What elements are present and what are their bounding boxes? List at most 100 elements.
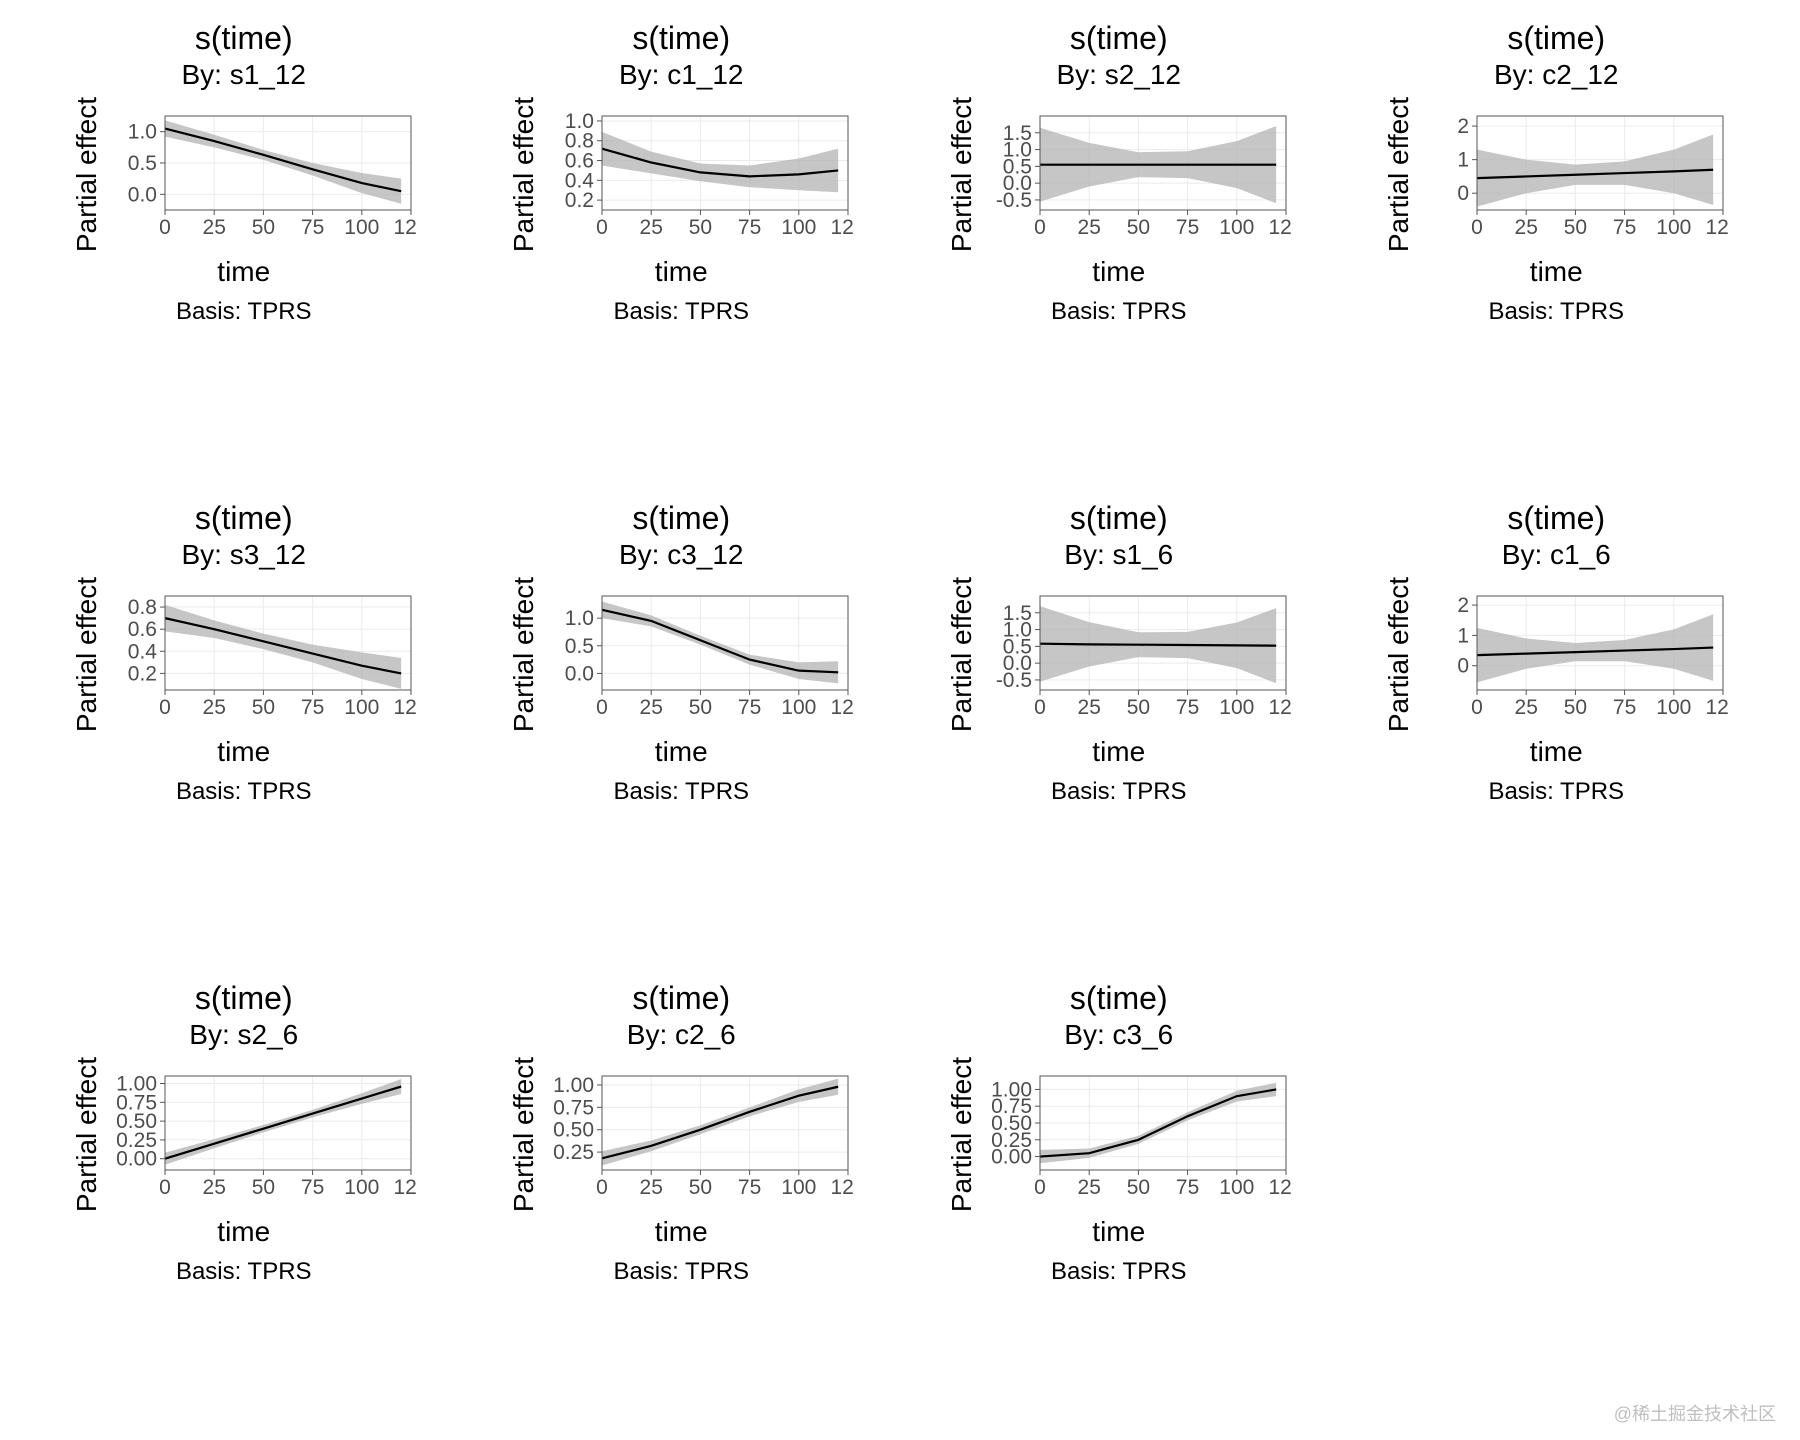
svg-text:0: 0 bbox=[596, 216, 608, 239]
y-axis-label: Partial effect bbox=[508, 97, 540, 252]
svg-text:50: 50 bbox=[689, 696, 712, 719]
panel-10: s(time) By: c3_6 Partial effect 02550751… bbox=[915, 980, 1323, 1420]
svg-text:1.0: 1.0 bbox=[565, 607, 594, 630]
y-axis-label: Partial effect bbox=[946, 1057, 978, 1212]
svg-text:75: 75 bbox=[1613, 216, 1636, 239]
y-axis-label: Partial effect bbox=[1383, 577, 1415, 732]
svg-text:0.5: 0.5 bbox=[128, 152, 157, 175]
panel-title: s(time) bbox=[195, 20, 293, 57]
svg-text:0.2: 0.2 bbox=[565, 189, 594, 212]
panel-title: s(time) bbox=[632, 20, 730, 57]
svg-text:75: 75 bbox=[738, 1176, 761, 1199]
panel-subtitle: By: c3_12 bbox=[619, 539, 744, 571]
y-axis-label: Partial effect bbox=[946, 97, 978, 252]
panel-4: s(time) By: s3_12 Partial effect 0255075… bbox=[40, 500, 448, 940]
svg-text:125: 125 bbox=[831, 216, 855, 239]
svg-text:0: 0 bbox=[159, 696, 171, 719]
svg-text:0: 0 bbox=[1034, 696, 1046, 719]
panel-caption: Basis: TPRS bbox=[1488, 778, 1624, 806]
panel-title: s(time) bbox=[1070, 500, 1168, 537]
svg-text:75: 75 bbox=[301, 216, 324, 239]
svg-text:1.0: 1.0 bbox=[128, 120, 157, 143]
panel-title: s(time) bbox=[632, 500, 730, 537]
panel-0: s(time) By: s1_12 Partial effect 0255075… bbox=[40, 20, 448, 460]
svg-text:100: 100 bbox=[1657, 216, 1692, 239]
svg-text:25: 25 bbox=[202, 1176, 225, 1199]
svg-text:75: 75 bbox=[738, 696, 761, 719]
panel-subtitle: By: c2_6 bbox=[627, 1019, 736, 1051]
svg-text:125: 125 bbox=[1268, 216, 1292, 239]
svg-text:0.4: 0.4 bbox=[565, 169, 595, 192]
plot-svg: 0255075100125012 bbox=[1419, 110, 1729, 240]
svg-text:75: 75 bbox=[1176, 216, 1199, 239]
svg-text:125: 125 bbox=[393, 696, 417, 719]
panel-subtitle: By: s2_12 bbox=[1056, 59, 1181, 91]
svg-text:1.00: 1.00 bbox=[116, 1072, 157, 1095]
panel-6: s(time) By: s1_6 Partial effect 02550751… bbox=[915, 500, 1323, 940]
svg-text:100: 100 bbox=[1219, 1176, 1254, 1199]
panel-title: s(time) bbox=[1070, 980, 1168, 1017]
panel-title: s(time) bbox=[1070, 20, 1168, 57]
x-axis-label: time bbox=[1530, 736, 1583, 768]
svg-text:25: 25 bbox=[1077, 696, 1100, 719]
panel-caption: Basis: TPRS bbox=[613, 1258, 749, 1286]
svg-text:0: 0 bbox=[1458, 182, 1470, 205]
plot-svg: 0255075100125-0.50.00.51.01.5 bbox=[982, 110, 1292, 240]
panel-subtitle: By: s1_12 bbox=[181, 59, 306, 91]
svg-text:0.2: 0.2 bbox=[128, 662, 157, 685]
svg-text:50: 50 bbox=[1564, 216, 1587, 239]
x-axis-label: time bbox=[1092, 736, 1145, 768]
svg-text:25: 25 bbox=[640, 1176, 663, 1199]
svg-text:0: 0 bbox=[596, 696, 608, 719]
svg-text:1.00: 1.00 bbox=[553, 1074, 594, 1097]
panel-subtitle: By: s3_12 bbox=[181, 539, 306, 571]
svg-text:125: 125 bbox=[1706, 696, 1730, 719]
panel-3: s(time) By: c2_12 Partial effect 0255075… bbox=[1353, 20, 1761, 460]
x-axis-label: time bbox=[217, 256, 270, 288]
svg-text:25: 25 bbox=[1515, 216, 1538, 239]
svg-text:2: 2 bbox=[1458, 594, 1470, 617]
svg-text:75: 75 bbox=[1176, 1176, 1199, 1199]
panel-caption: Basis: TPRS bbox=[1051, 1258, 1187, 1286]
plot-svg: 0255075100125012 bbox=[1419, 590, 1729, 720]
panel-subtitle: By: c1_6 bbox=[1502, 539, 1611, 571]
svg-text:0: 0 bbox=[159, 216, 171, 239]
svg-text:0: 0 bbox=[1034, 216, 1046, 239]
panel-caption: Basis: TPRS bbox=[613, 778, 749, 806]
svg-text:0: 0 bbox=[596, 1176, 608, 1199]
panel-9: s(time) By: c2_6 Partial effect 02550751… bbox=[478, 980, 886, 1420]
svg-text:125: 125 bbox=[1268, 696, 1292, 719]
panel-caption: Basis: TPRS bbox=[613, 298, 749, 326]
panel-caption: Basis: TPRS bbox=[1488, 298, 1624, 326]
svg-text:50: 50 bbox=[1564, 696, 1587, 719]
svg-text:50: 50 bbox=[689, 1176, 712, 1199]
svg-text:1.00: 1.00 bbox=[991, 1078, 1032, 1101]
svg-text:50: 50 bbox=[251, 216, 274, 239]
svg-text:1: 1 bbox=[1458, 624, 1470, 647]
panel-caption: Basis: TPRS bbox=[1051, 298, 1187, 326]
y-axis-label: Partial effect bbox=[71, 97, 103, 252]
facet-grid: s(time) By: s1_12 Partial effect 0 25 50 75… bbox=[40, 20, 1760, 1420]
svg-text:1.5: 1.5 bbox=[1003, 121, 1032, 144]
svg-text:0: 0 bbox=[1034, 1176, 1046, 1199]
svg-text:0.8: 0.8 bbox=[128, 596, 157, 619]
x-axis-label: time bbox=[655, 1216, 708, 1248]
x-axis-label: time bbox=[217, 1216, 270, 1248]
svg-text:1: 1 bbox=[1458, 148, 1470, 171]
x-axis-label: time bbox=[1092, 256, 1145, 288]
svg-text:25: 25 bbox=[1077, 216, 1100, 239]
svg-text:100: 100 bbox=[1219, 696, 1254, 719]
panel-7: s(time) By: c1_6 Partial effect 02550751… bbox=[1353, 500, 1761, 940]
x-axis-label: time bbox=[217, 736, 270, 768]
panel-subtitle: By: c3_6 bbox=[1064, 1019, 1173, 1051]
x-axis-label: time bbox=[1530, 256, 1583, 288]
svg-text:0: 0 bbox=[1471, 216, 1483, 239]
panel-caption: Basis: TPRS bbox=[176, 1258, 312, 1286]
plot-svg: 02550751001250.250.500.751.00 bbox=[544, 1070, 854, 1200]
svg-text:1.5: 1.5 bbox=[1003, 601, 1032, 624]
panel-subtitle: By: c2_12 bbox=[1494, 59, 1619, 91]
svg-text:0.25: 0.25 bbox=[553, 1141, 594, 1164]
panel-1: s(time) By: c1_12 Partial effect 0255075… bbox=[478, 20, 886, 460]
panel-title: s(time) bbox=[1507, 20, 1605, 57]
svg-text:50: 50 bbox=[251, 1176, 274, 1199]
